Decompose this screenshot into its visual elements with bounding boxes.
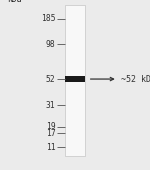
Bar	[65, 76, 85, 82]
Text: 19: 19	[46, 122, 56, 131]
Text: 17: 17	[46, 129, 56, 138]
Text: ~52 kDa: ~52 kDa	[121, 75, 150, 83]
Bar	[65, 5, 85, 156]
Text: 52: 52	[46, 75, 56, 83]
Text: 31: 31	[46, 101, 56, 110]
Text: 11: 11	[46, 143, 56, 151]
Text: 185: 185	[41, 14, 56, 23]
Text: kDa: kDa	[8, 0, 22, 4]
Text: 98: 98	[46, 40, 56, 49]
